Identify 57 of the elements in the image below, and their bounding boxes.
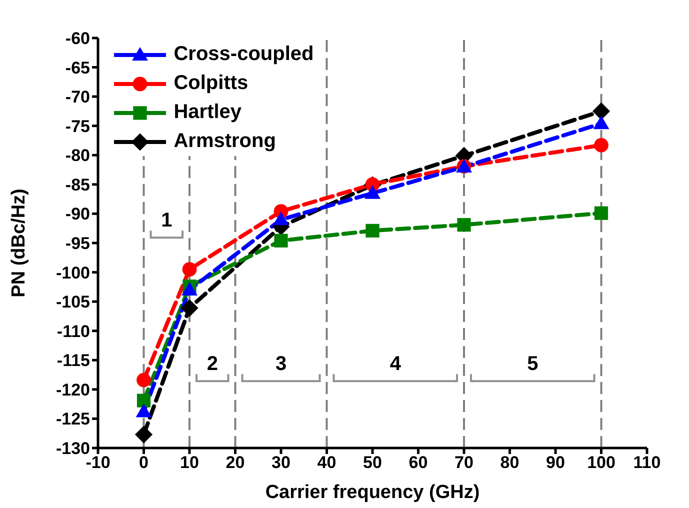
x-tick-label: 0 <box>139 453 148 472</box>
y-tick-label: -90 <box>65 204 90 224</box>
y-tick-label: -120 <box>56 380 90 400</box>
y-tick-label: -95 <box>65 234 90 254</box>
x-tick-label: 30 <box>272 453 290 472</box>
x-tick-label: 40 <box>317 453 336 472</box>
x-tick-label: 50 <box>363 453 382 472</box>
legend-label: Armstrong <box>174 130 276 153</box>
y-tick-label: -85 <box>65 175 90 194</box>
range-bracket: 2 <box>196 353 230 382</box>
x-tick-label: 20 <box>226 453 245 472</box>
annotation: 3 <box>275 353 287 376</box>
point <box>364 185 380 199</box>
annotation: 5 <box>527 353 538 376</box>
x-tick-label: 70 <box>454 453 474 472</box>
y-axis-title: PN (dBc/Hz) <box>8 188 30 298</box>
point <box>366 224 380 238</box>
x-tick-label: 110 <box>633 453 661 472</box>
point <box>180 299 198 317</box>
legend-label: Hartley <box>174 101 242 124</box>
y-tick-label: -65 <box>65 58 90 78</box>
range-bracket: 4 <box>332 353 458 382</box>
annotation: 2 <box>206 353 218 376</box>
range-bracket: 5 <box>470 353 596 382</box>
y-tick-label: -70 <box>65 88 90 107</box>
legend-label: Colpitts <box>174 72 248 95</box>
x-tick-label: 100 <box>587 453 616 472</box>
y-tick-label: -75 <box>65 116 90 136</box>
point <box>182 262 197 277</box>
x-tick-label: 90 <box>546 453 565 472</box>
annotation: 4 <box>390 353 402 376</box>
y-tick-label: -105 <box>56 292 90 312</box>
point <box>136 372 151 388</box>
range-bracket: 1 <box>150 210 184 239</box>
y-tick-label: -125 <box>56 410 90 429</box>
y-tick-label: -100 <box>56 263 90 282</box>
y-tick-label: -110 <box>56 322 90 341</box>
point <box>273 212 289 226</box>
legend-label: Cross-coupled <box>174 43 314 66</box>
point <box>593 116 610 130</box>
point <box>457 218 471 232</box>
y-tick-label: -60 <box>65 29 90 48</box>
point <box>592 102 610 120</box>
point <box>136 394 151 408</box>
x-tick-label: 10 <box>180 453 199 472</box>
range-bracket: 3 <box>241 353 321 382</box>
point <box>274 234 288 248</box>
point <box>136 404 152 418</box>
point <box>594 206 608 220</box>
y-tick-label: -80 <box>65 146 90 166</box>
x-tick-label: 80 <box>500 453 520 472</box>
annotation: 1 <box>161 210 172 232</box>
point <box>134 426 153 444</box>
y-tick-label: -115 <box>56 351 90 370</box>
x-axis-title: Carrier frequency (GHz) <box>265 482 480 503</box>
point <box>594 138 608 152</box>
x-tick-label: 60 <box>408 453 428 472</box>
